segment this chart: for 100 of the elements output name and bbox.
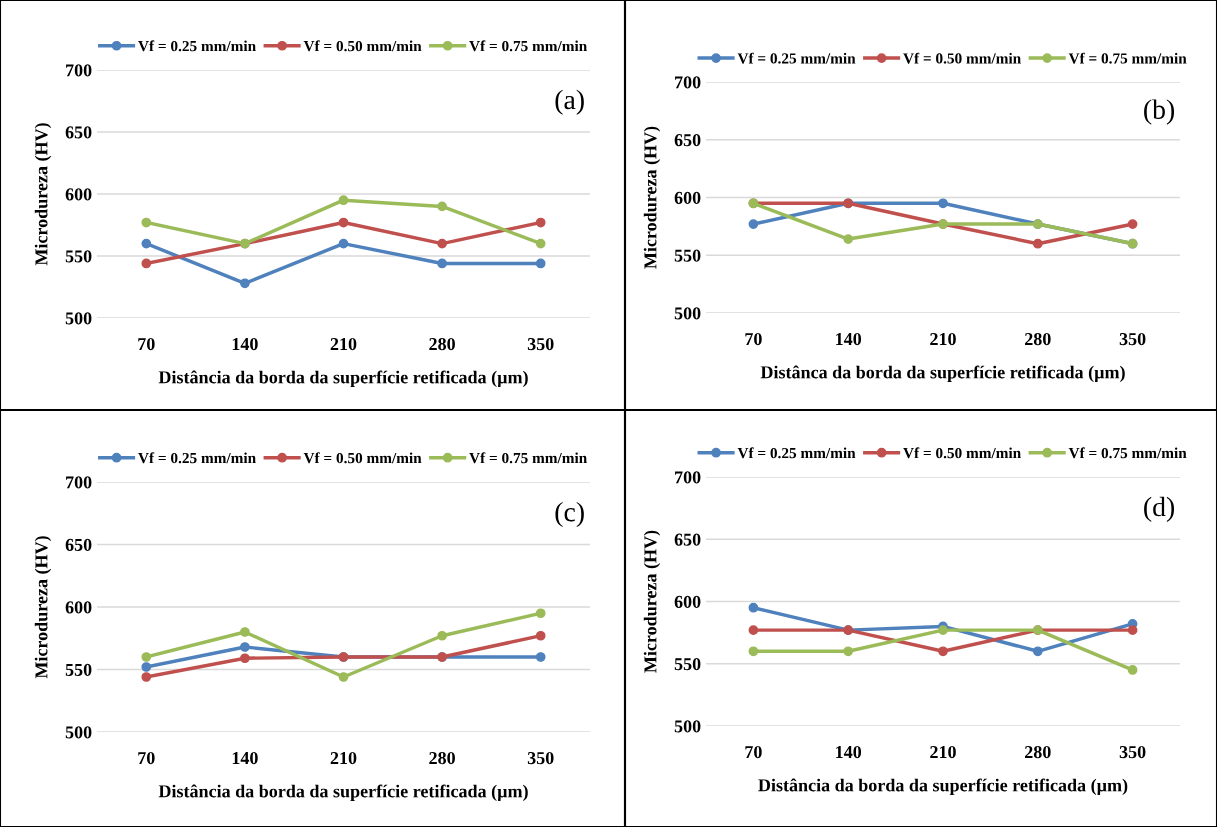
x-tick-label: 210 bbox=[930, 332, 956, 346]
x-tick-label: 280 bbox=[1025, 745, 1051, 759]
point bbox=[535, 630, 546, 641]
point bbox=[338, 195, 349, 206]
point bbox=[535, 652, 546, 662]
y-tick-label: 550 bbox=[674, 658, 701, 671]
x-tick-label: 280 bbox=[1025, 332, 1051, 346]
point bbox=[338, 672, 349, 682]
legend-label: Vf = 0.25 mm/min bbox=[138, 452, 256, 464]
point bbox=[535, 608, 546, 619]
x-tick-label: 210 bbox=[330, 337, 357, 351]
x-tick-label: 70 bbox=[745, 332, 762, 346]
y-tick-label: 600 bbox=[65, 601, 92, 614]
y-tick-label: 600 bbox=[674, 191, 701, 204]
point bbox=[1127, 665, 1138, 675]
point bbox=[141, 238, 152, 249]
legend-label: Vf = 0.50 mm/min bbox=[903, 52, 1021, 64]
legend-label: Vf = 0.25 mm/min bbox=[138, 40, 256, 52]
point bbox=[938, 198, 948, 209]
legend-label: Vf = 0.50 mm/min bbox=[303, 40, 422, 52]
y-axis-title: Microdureza (HV) bbox=[643, 126, 661, 269]
x-tick-label: 70 bbox=[138, 337, 155, 351]
point bbox=[1127, 625, 1138, 635]
x-axis-title: Distância da borda da superfície retificada (µm) bbox=[158, 784, 528, 802]
y-tick-label: 700 bbox=[66, 64, 92, 77]
y-tick-label: 550 bbox=[65, 250, 92, 263]
x-tick-label: 70 bbox=[138, 751, 155, 765]
x-tick-label: 140 bbox=[232, 337, 258, 351]
y-tick-label: 500 bbox=[674, 720, 701, 733]
point bbox=[141, 258, 152, 269]
point bbox=[938, 625, 948, 635]
y-tick-label: 650 bbox=[674, 134, 701, 147]
legend-label: Vf = 0.75 mm/min bbox=[1068, 52, 1187, 64]
point bbox=[240, 278, 250, 289]
point bbox=[1127, 219, 1138, 229]
x-tick-label: 210 bbox=[930, 745, 956, 759]
x-axis-title: Distância da borda da superfície retificada (µm) bbox=[158, 370, 528, 388]
point bbox=[938, 646, 948, 657]
legend-label: Vf = 0.75 mm/min bbox=[469, 452, 588, 464]
legend-label: Vf = 0.75 mm/min bbox=[469, 40, 588, 52]
annotation: (b) bbox=[1144, 99, 1175, 125]
y-tick-label: 500 bbox=[65, 312, 92, 325]
point bbox=[437, 630, 447, 641]
y-tick-label: 700 bbox=[675, 76, 701, 89]
point bbox=[437, 258, 447, 269]
x-tick-label: 350 bbox=[1119, 745, 1146, 759]
point bbox=[748, 219, 759, 229]
point bbox=[843, 234, 854, 244]
x-tick-label: 280 bbox=[429, 751, 455, 765]
y-tick-label: 550 bbox=[65, 663, 92, 676]
point bbox=[1032, 238, 1043, 249]
y-axis-title: Microdureza (HV) bbox=[34, 123, 52, 266]
y-tick-label: 650 bbox=[674, 533, 701, 546]
y-tick-label: 650 bbox=[65, 538, 92, 551]
point bbox=[141, 217, 152, 228]
legend-label: Vf = 0.50 mm/min bbox=[303, 452, 422, 464]
legend-label: Vf = 0.25 mm/min bbox=[737, 52, 856, 64]
x-axis-title: Distância da borda da superfície retificada (µm) bbox=[758, 778, 1128, 796]
y-tick-label: 600 bbox=[674, 595, 701, 608]
point bbox=[141, 672, 152, 682]
point bbox=[240, 653, 250, 664]
point bbox=[141, 662, 152, 672]
point bbox=[1032, 646, 1043, 657]
annotation: (d) bbox=[1144, 496, 1175, 522]
x-tick-label: 350 bbox=[527, 751, 554, 765]
x-tick-label: 140 bbox=[836, 332, 862, 346]
x-tick-label: 350 bbox=[527, 337, 554, 351]
y-tick-label: 700 bbox=[66, 476, 92, 489]
x-tick-label: 140 bbox=[232, 751, 258, 765]
legend-label: Vf = 0.50 mm/min bbox=[903, 447, 1021, 459]
x-tick-label: 210 bbox=[330, 751, 357, 765]
point bbox=[748, 602, 759, 613]
annotation: (a) bbox=[555, 89, 584, 115]
legend-label: Vf = 0.75 mm/min bbox=[1068, 447, 1187, 459]
point bbox=[535, 238, 546, 249]
annotation: (c) bbox=[555, 501, 584, 528]
point bbox=[141, 652, 152, 662]
point bbox=[240, 627, 250, 637]
point bbox=[437, 238, 447, 249]
x-axis-title: Distânca da borda da superfície retificada (µm) bbox=[760, 365, 1125, 383]
y-tick-label: 700 bbox=[675, 471, 701, 484]
point bbox=[535, 258, 546, 269]
point bbox=[843, 646, 854, 657]
point bbox=[748, 646, 759, 657]
y-tick-label: 550 bbox=[674, 249, 701, 262]
point bbox=[338, 238, 349, 249]
y-axis-title: Microdureza (HV) bbox=[34, 536, 52, 679]
point bbox=[535, 217, 546, 228]
x-tick-label: 70 bbox=[745, 745, 762, 759]
point bbox=[240, 642, 250, 652]
y-axis-title: Microdureza (HV) bbox=[643, 530, 661, 673]
point bbox=[338, 217, 349, 228]
y-tick-label: 650 bbox=[65, 126, 92, 139]
y-tick-label: 500 bbox=[674, 307, 701, 320]
y-tick-label: 600 bbox=[65, 188, 92, 201]
point bbox=[748, 625, 759, 635]
x-tick-label: 350 bbox=[1119, 332, 1146, 346]
x-tick-label: 280 bbox=[429, 337, 455, 351]
y-tick-label: 500 bbox=[65, 726, 92, 739]
point bbox=[437, 201, 447, 212]
